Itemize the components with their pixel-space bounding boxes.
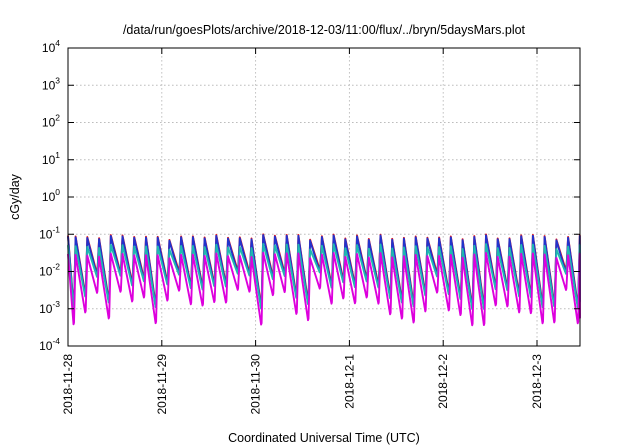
x-tick-label: 2018-12-1: [342, 354, 356, 409]
x-axis-label: Coordinated Universal Time (UTC): [228, 431, 420, 445]
y-tick-label: 104: [42, 38, 60, 55]
y-tick-label: 10-4: [39, 336, 60, 353]
data-series: [67, 233, 581, 327]
x-tick-label: 2018-11-28: [61, 354, 75, 415]
y-tick-label: 100: [42, 187, 60, 204]
y-tick-label: 10-1: [39, 224, 60, 241]
y-tick-label: 102: [42, 113, 60, 130]
y-tick-label: 10-2: [39, 262, 60, 279]
x-tick-label: 2018-11-30: [249, 354, 263, 415]
x-tick-label: 2018-12-3: [530, 354, 544, 409]
grid-lines: [68, 48, 580, 346]
y-tick-label: 10-3: [39, 299, 60, 316]
y-axis-label: cGy/day: [8, 173, 22, 220]
x-tick-label: 2018-12-2: [436, 354, 450, 409]
chart-title: /data/run/goesPlots/archive/2018-12-03/1…: [123, 23, 526, 37]
y-tick-label: 103: [42, 75, 60, 92]
series-line-3: [67, 251, 581, 327]
y-axis-ticks: 10-4 10-3 10-2 10-1 100 101 102 103 104: [39, 38, 580, 353]
x-axis-ticks: 2018-11-28 2018-11-29 2018-11-30 2018-12-1 2…: [61, 48, 544, 415]
x-tick-label: 2018-11-29: [155, 354, 169, 415]
y-tick-label: 101: [42, 150, 60, 167]
